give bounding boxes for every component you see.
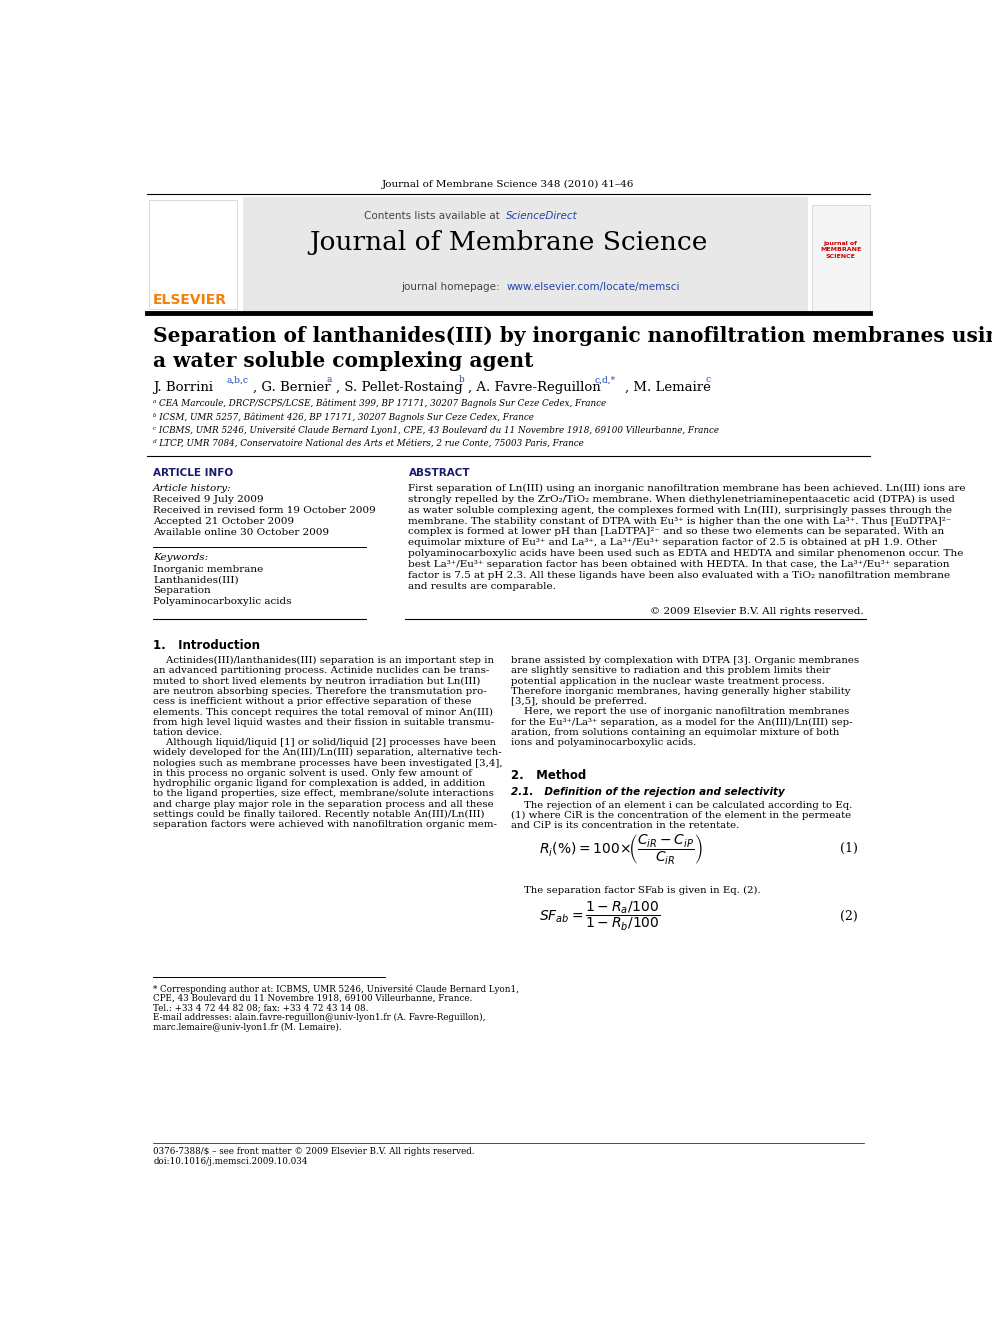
Text: (1): (1) [840, 843, 858, 855]
Text: www.elsevier.com/locate/memsci: www.elsevier.com/locate/memsci [506, 282, 680, 292]
Text: ions and polyaminocarboxylic acids.: ions and polyaminocarboxylic acids. [511, 738, 696, 747]
Text: an advanced partitioning process. Actinide nuclides can be trans-: an advanced partitioning process. Actini… [153, 667, 489, 676]
Text: Therefore inorganic membranes, having generally higher stability: Therefore inorganic membranes, having ge… [511, 687, 850, 696]
Text: as water soluble complexing agent, the complexes formed with Ln(III), surprising: as water soluble complexing agent, the c… [409, 505, 952, 515]
Text: Tel.: +33 4 72 44 82 08; fax: +33 4 72 43 14 08.: Tel.: +33 4 72 44 82 08; fax: +33 4 72 4… [153, 1003, 369, 1012]
Text: a,b,c: a,b,c [226, 376, 248, 385]
Text: ABSTRACT: ABSTRACT [409, 468, 470, 479]
Text: ScienceDirect: ScienceDirect [506, 212, 578, 221]
Text: separation factors were achieved with nanofiltration organic mem-: separation factors were achieved with na… [153, 820, 497, 830]
Text: Lanthanides(III): Lanthanides(III) [153, 576, 239, 585]
Text: Available online 30 October 2009: Available online 30 October 2009 [153, 528, 329, 537]
Text: ᵈ LTCP, UMR 7084, Conservatoire National des Arts et Métiers, 2 rue Conte, 75003: ᵈ LTCP, UMR 7084, Conservatoire National… [153, 438, 584, 447]
Text: for the Eu³⁺/La³⁺ separation, as a model for the An(III)/Ln(III) sep-: for the Eu³⁺/La³⁺ separation, as a model… [511, 717, 852, 726]
Text: in this process no organic solvent is used. Only few amount of: in this process no organic solvent is us… [153, 769, 472, 778]
Text: © 2009 Elsevier B.V. All rights reserved.: © 2009 Elsevier B.V. All rights reserved… [650, 607, 864, 617]
Text: ᵃ CEA Marcoule, DRCP/SCPS/LCSE, Bâtiment 399, BP 17171, 30207 Bagnols Sur Ceze C: ᵃ CEA Marcoule, DRCP/SCPS/LCSE, Bâtiment… [153, 400, 606, 409]
Text: Actinides(III)/lanthanides(III) separation is an important step in: Actinides(III)/lanthanides(III) separati… [153, 656, 494, 665]
Text: potential application in the nuclear waste treatment process.: potential application in the nuclear was… [511, 676, 824, 685]
Text: ARTICLE INFO: ARTICLE INFO [153, 468, 233, 479]
Text: journal homepage:: journal homepage: [401, 282, 503, 292]
Text: Keywords:: Keywords: [153, 553, 208, 562]
Text: 0376-7388/$ – see front matter © 2009 Elsevier B.V. All rights reserved.: 0376-7388/$ – see front matter © 2009 El… [153, 1147, 475, 1156]
Text: $R_i(\%) = 100{\times}\!\left(\dfrac{C_{iR} - C_{iP}}{C_{iR}}\right)$: $R_i(\%) = 100{\times}\!\left(\dfrac{C_{… [540, 832, 703, 865]
Text: strongly repelled by the ZrO₂/TiO₂ membrane. When diethylenetriaminepentaacetic : strongly repelled by the ZrO₂/TiO₂ membr… [409, 495, 955, 504]
Text: Although liquid/liquid [1] or solid/liquid [2] processes have been: Although liquid/liquid [1] or solid/liqu… [153, 738, 496, 747]
Text: CPE, 43 Boulevard du 11 Novembre 1918, 69100 Villeurbanne, France.: CPE, 43 Boulevard du 11 Novembre 1918, 6… [153, 994, 472, 1003]
Text: $SF_{ab} = \dfrac{1 - R_a/100}{1 - R_b/100}$: $SF_{ab} = \dfrac{1 - R_a/100}{1 - R_b/1… [540, 900, 661, 933]
Text: journal of
MEMBRANE
SCIENCE: journal of MEMBRANE SCIENCE [820, 241, 861, 259]
Text: First separation of Ln(III) using an inorganic nanofiltration membrane has been : First separation of Ln(III) using an ino… [409, 484, 966, 493]
Text: and charge play major role in the separation process and all these: and charge play major role in the separa… [153, 799, 494, 808]
Text: b: b [458, 376, 464, 385]
Text: a: a [326, 376, 331, 385]
Text: (1) where CiR is the concentration of the element in the permeate: (1) where CiR is the concentration of th… [511, 811, 851, 820]
Text: Article history:: Article history: [153, 484, 232, 492]
Text: nologies such as membrane processes have been investigated [3,4],: nologies such as membrane processes have… [153, 758, 503, 767]
Text: Received 9 July 2009: Received 9 July 2009 [153, 495, 264, 504]
Text: , M. Lemaire: , M. Lemaire [625, 381, 711, 393]
Text: , A. Favre-Reguillon: , A. Favre-Reguillon [468, 381, 601, 393]
Text: Journal of Membrane Science: Journal of Membrane Science [310, 230, 707, 254]
Text: complex is formed at lower pH than [LaDTPA]²⁻ and so these two elements can be s: complex is formed at lower pH than [LaDT… [409, 528, 944, 536]
Text: cess is inefficient without a prior effective separation of these: cess is inefficient without a prior effe… [153, 697, 472, 706]
Text: ᵇ ICSM, UMR 5257, Bâtiment 426, BP 17171, 30207 Bagnols Sur Ceze Cedex, France: ᵇ ICSM, UMR 5257, Bâtiment 426, BP 17171… [153, 411, 534, 422]
Text: c: c [706, 376, 711, 385]
Text: factor is 7.5 at pH 2.3. All these ligands have been also evaluated with a TiO₂ : factor is 7.5 at pH 2.3. All these ligan… [409, 572, 950, 581]
Text: Separation of lanthanides(III) by inorganic nanofiltration membranes using
a wat: Separation of lanthanides(III) by inorga… [153, 325, 992, 372]
Text: Polyaminocarboxylic acids: Polyaminocarboxylic acids [153, 597, 292, 606]
Text: equimolar mixture of Eu³⁺ and La³⁺, a La³⁺/Eu³⁺ separation factor of 2.5 is obta: equimolar mixture of Eu³⁺ and La³⁺, a La… [409, 538, 937, 548]
Text: muted to short lived elements by neutron irradiation but Ln(III): muted to short lived elements by neutron… [153, 676, 480, 685]
Bar [243, 197, 808, 311]
Bar [812, 205, 870, 312]
Text: * Corresponding author at: ICBMS, UMR 5246, Université Claude Bernard Lyon1,: * Corresponding author at: ICBMS, UMR 52… [153, 984, 519, 994]
Text: tation device.: tation device. [153, 728, 222, 737]
Text: brane assisted by complexation with DTPA [3]. Organic membranes: brane assisted by complexation with DTPA… [511, 656, 859, 665]
Text: Journal of Membrane Science 348 (2010) 41–46: Journal of Membrane Science 348 (2010) 4… [382, 180, 635, 189]
Text: and results are comparable.: and results are comparable. [409, 582, 557, 591]
Text: 2.1.   Definition of the rejection and selectivity: 2.1. Definition of the rejection and sel… [511, 787, 785, 796]
Text: are neutron absorbing species. Therefore the transmutation pro-: are neutron absorbing species. Therefore… [153, 687, 487, 696]
Text: hydrophilic organic ligand for complexation is added, in addition: hydrophilic organic ligand for complexat… [153, 779, 485, 789]
Text: are slightly sensitive to radiation and this problem limits their: are slightly sensitive to radiation and … [511, 667, 830, 676]
Text: E-mail addresses: alain.favre-reguillon@univ-lyon1.fr (A. Favre-Reguillon),: E-mail addresses: alain.favre-reguillon@… [153, 1013, 486, 1023]
Text: aration, from solutions containing an equimolar mixture of both: aration, from solutions containing an eq… [511, 728, 839, 737]
Text: membrane. The stability constant of DTPA with Eu³⁺ is higher than the one with L: membrane. The stability constant of DTPA… [409, 516, 952, 525]
Text: J. Borrini: J. Borrini [153, 381, 213, 393]
Text: , G. Bernier: , G. Bernier [253, 381, 330, 393]
Bar [149, 200, 237, 308]
Text: ELSEVIER: ELSEVIER [153, 294, 227, 307]
Text: c,d,*: c,d,* [594, 376, 616, 385]
Text: polyaminocarboxylic acids have been used such as EDTA and HEDTA and similar phen: polyaminocarboxylic acids have been used… [409, 549, 964, 558]
Text: settings could be finally tailored. Recently notable An(III)/Ln(III): settings could be finally tailored. Rece… [153, 810, 485, 819]
Text: elements. This concept requires the total removal of minor An(III): elements. This concept requires the tota… [153, 708, 493, 717]
Text: Accepted 21 October 2009: Accepted 21 October 2009 [153, 517, 295, 525]
Text: , S. Pellet-Rostaing: , S. Pellet-Rostaing [336, 381, 463, 393]
Text: Here, we report the use of inorganic nanofiltration membranes: Here, we report the use of inorganic nan… [511, 708, 849, 716]
Text: The rejection of an element i can be calculated according to Eq.: The rejection of an element i can be cal… [511, 800, 852, 810]
Text: Inorganic membrane: Inorganic membrane [153, 565, 264, 574]
Text: 1.   Introduction: 1. Introduction [153, 639, 260, 652]
Text: doi:10.1016/j.memsci.2009.10.034: doi:10.1016/j.memsci.2009.10.034 [153, 1156, 308, 1166]
Text: marc.lemaire@univ-lyon1.fr (M. Lemaire).: marc.lemaire@univ-lyon1.fr (M. Lemaire). [153, 1023, 342, 1032]
Text: Contents lists available at: Contents lists available at [364, 212, 503, 221]
Text: from high level liquid wastes and their fission in suitable transmu-: from high level liquid wastes and their … [153, 717, 494, 726]
Text: (2): (2) [840, 910, 858, 923]
Text: [3,5], should be preferred.: [3,5], should be preferred. [511, 697, 647, 706]
Text: to the ligand properties, size effect, membrane/solute interactions: to the ligand properties, size effect, m… [153, 790, 494, 798]
Text: Separation: Separation [153, 586, 211, 595]
Text: Received in revised form 19 October 2009: Received in revised form 19 October 2009 [153, 505, 376, 515]
Text: ᶜ ICBMS, UMR 5246, Université Claude Bernard Lyon1, CPE, 43 Boulevard du 11 Nove: ᶜ ICBMS, UMR 5246, Université Claude Ber… [153, 425, 719, 435]
Text: widely developed for the An(III)/Ln(III) separation, alternative tech-: widely developed for the An(III)/Ln(III)… [153, 749, 502, 758]
Text: best La³⁺/Eu³⁺ separation factor has been obtained with HEDTA. In that case, the: best La³⁺/Eu³⁺ separation factor has bee… [409, 560, 950, 569]
Text: 2.   Method: 2. Method [511, 770, 586, 782]
Text: The separation factor SFab is given in Eq. (2).: The separation factor SFab is given in E… [511, 885, 761, 894]
Text: and CiP is its concentration in the retentate.: and CiP is its concentration in the rete… [511, 822, 739, 831]
